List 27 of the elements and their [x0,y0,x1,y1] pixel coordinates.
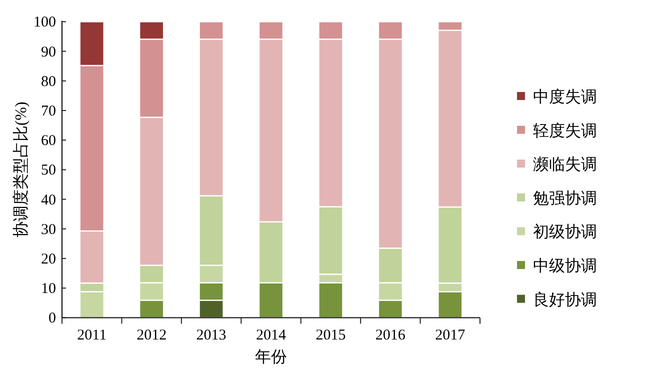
y-tick-label: 10 [41,281,56,298]
x-tick-label: 2012 [136,328,167,344]
x-tick-label: 2014 [256,328,286,344]
x-tick-label: 2016 [375,328,406,344]
y-tick-label: 80 [41,74,56,90]
y-axis-title: 协调度类型占比(%) [12,102,30,238]
y-tick-label: 0 [48,310,56,327]
legend-label: 轻度失调 [533,122,597,140]
legend-label: 中级协调 [533,257,597,275]
x-tick-label: 2015 [316,328,346,344]
x-tick-label: 2013 [196,328,226,344]
legend-label: 濒临失调 [533,156,597,174]
legend-label: 良好协调 [533,290,597,309]
y-tick-label: 50 [41,162,56,179]
y-tick-label: 100 [34,14,56,31]
legend-label: 中度失调 [533,88,597,106]
y-tick-label: 90 [41,44,56,60]
y-tick-label: 30 [41,222,56,238]
y-tick-label: 70 [41,104,56,120]
y-tick-label: 60 [41,133,56,150]
x-axis-title: 年份 [255,349,287,366]
x-tick-label: 2017 [435,328,466,344]
y-tick-label: 20 [41,252,56,268]
legend-label: 初级协调 [533,223,597,242]
legend-label: 勉强协调 [533,189,597,208]
y-tick-label: 40 [41,192,56,208]
x-tick-label: 2011 [77,328,107,344]
